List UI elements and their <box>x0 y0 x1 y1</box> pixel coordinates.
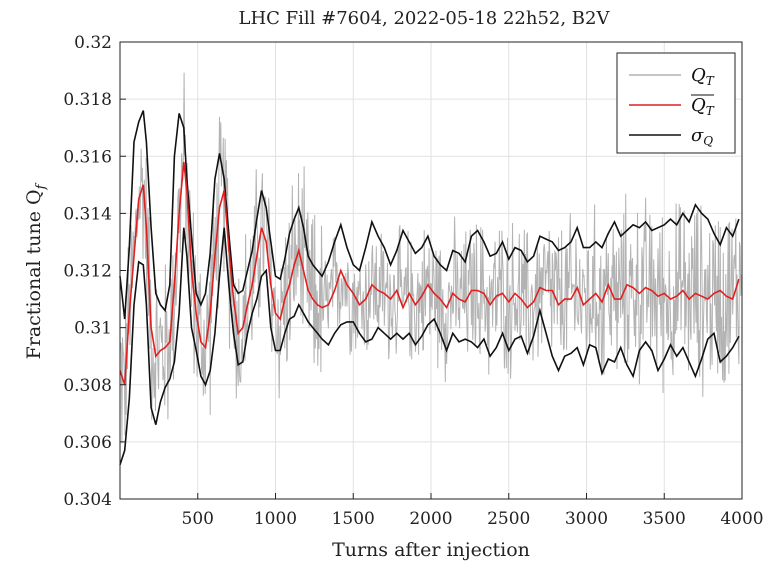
x-tick-label: 2000 <box>409 509 452 529</box>
series-line-qt-mean <box>119 161 740 386</box>
x-tick-label: 3000 <box>565 509 608 529</box>
x-tick-label: 1000 <box>254 509 297 529</box>
series-qt-mean <box>119 161 740 386</box>
y-tick-label: 0.304 <box>63 490 112 510</box>
y-tick-label: 0.314 <box>63 204 112 224</box>
x-tick-label: 4000 <box>720 509 763 529</box>
chart-title: LHC Fill #7604, 2022-05-18 22h52, B2V <box>239 8 611 29</box>
y-tick-label: 0.312 <box>63 262 112 282</box>
series-line-sigma-upper <box>119 110 740 320</box>
series-line-sigma-lower <box>119 227 740 465</box>
series-qt-raw <box>119 72 743 444</box>
x-tick-label: 2500 <box>487 509 530 529</box>
axis-ticks: 500 1000 1500 2000 2500 3000 3500 4000 0.304 0.30… <box>63 33 763 529</box>
y-tick-label: 0.32 <box>74 33 112 53</box>
y-tick-label: 0.306 <box>63 433 112 453</box>
series-line-qt <box>119 72 743 444</box>
x-tick-label: 500 <box>182 509 214 529</box>
x-tick-label: 3500 <box>643 509 686 529</box>
x-tick-label: 1500 <box>332 509 375 529</box>
legend-box <box>616 52 736 154</box>
y-axis-label: Fractional tune Qf <box>23 182 49 359</box>
y-tick-label: 0.308 <box>63 376 112 396</box>
x-axis-label: Turns after injection <box>332 539 530 561</box>
y-tick-label: 0.31 <box>74 319 112 339</box>
y-tick-label: 0.316 <box>63 147 112 167</box>
series-sigma <box>119 110 740 465</box>
y-tick-label: 0.318 <box>63 90 112 110</box>
